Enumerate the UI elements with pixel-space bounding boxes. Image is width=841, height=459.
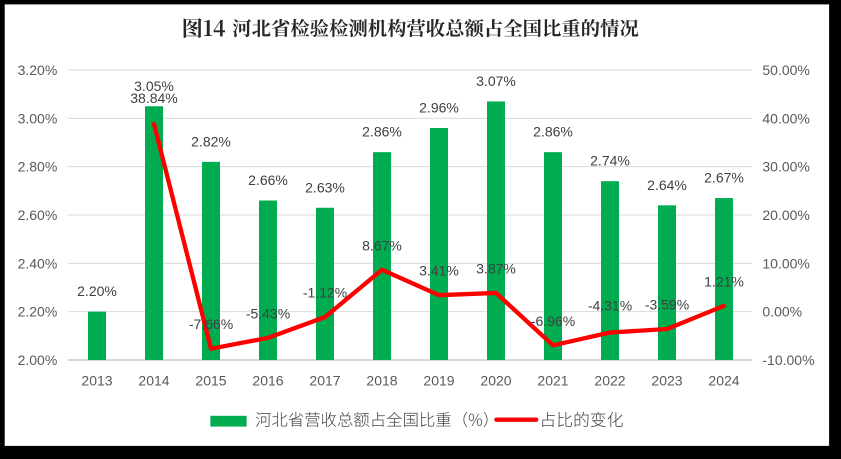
svg-text:2021: 2021 [537,373,568,389]
svg-text:2013: 2013 [81,373,112,389]
svg-text:2.67%: 2.67% [704,170,744,186]
svg-text:3.87%: 3.87% [476,261,516,277]
svg-text:2024: 2024 [708,373,739,389]
svg-text:3.00%: 3.00% [18,110,58,126]
svg-text:2022: 2022 [594,373,625,389]
svg-text:3.20%: 3.20% [18,62,58,78]
svg-text:2.63%: 2.63% [305,179,345,195]
svg-text:2.00%: 2.00% [18,352,58,368]
svg-text:2019: 2019 [423,373,454,389]
svg-text:2018: 2018 [366,373,397,389]
svg-text:2.64%: 2.64% [647,177,687,193]
svg-text:2.80%: 2.80% [18,159,58,175]
svg-text:50.00%: 50.00% [762,62,809,78]
svg-text:2.40%: 2.40% [18,255,58,271]
svg-text:2.20%: 2.20% [18,304,58,320]
svg-text:2.82%: 2.82% [191,133,231,149]
svg-text:2.66%: 2.66% [248,172,288,188]
svg-text:-1.12%: -1.12% [303,285,347,301]
svg-text:-6.96%: -6.96% [531,313,575,329]
svg-text:2014: 2014 [138,373,169,389]
svg-text:10.00%: 10.00% [762,255,809,271]
svg-text:20.00%: 20.00% [762,207,809,223]
svg-text:2017: 2017 [309,373,340,389]
svg-text:2016: 2016 [252,373,283,389]
svg-text:2015: 2015 [195,373,226,389]
svg-text:3.05%: 3.05% [134,78,174,94]
svg-text:-3.59%: -3.59% [645,297,689,313]
svg-text:-10.00%: -10.00% [762,352,814,368]
svg-text:2.20%: 2.20% [77,283,117,299]
svg-text:3.41%: 3.41% [419,263,459,279]
svg-text:40.00%: 40.00% [762,110,809,126]
svg-text:-5.43%: -5.43% [246,306,290,322]
svg-text:3.07%: 3.07% [476,73,516,89]
svg-text:2.86%: 2.86% [533,124,573,140]
svg-text:2.74%: 2.74% [590,153,630,169]
svg-text:2.86%: 2.86% [362,124,402,140]
svg-text:2.96%: 2.96% [419,100,459,116]
svg-text:2.60%: 2.60% [18,207,58,223]
svg-text:38.84%: 38.84% [130,90,177,106]
svg-text:2023: 2023 [651,373,682,389]
svg-text:-4.31%: -4.31% [588,297,632,313]
svg-text:30.00%: 30.00% [762,159,809,175]
svg-text:-7.66%: -7.66% [189,316,233,332]
svg-text:2020: 2020 [480,373,511,389]
svg-text:0.00%: 0.00% [762,304,802,320]
svg-text:1.21%: 1.21% [704,273,744,289]
svg-text:8.67%: 8.67% [362,237,402,253]
